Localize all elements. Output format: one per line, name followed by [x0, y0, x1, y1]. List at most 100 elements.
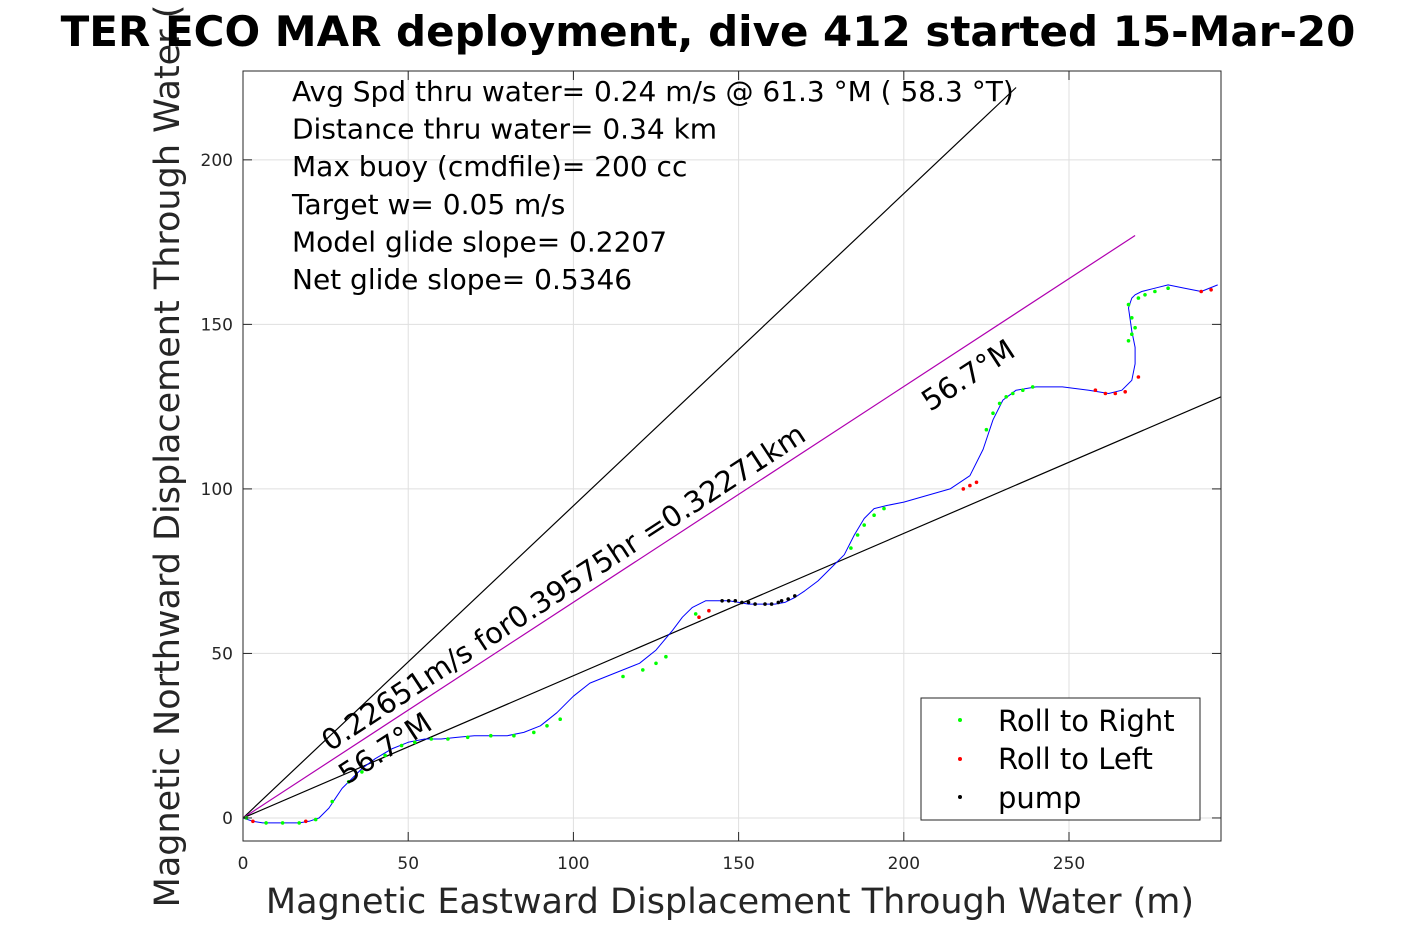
point-roll-to-right-44	[1166, 286, 1170, 291]
point-pump-11	[793, 594, 797, 598]
point-roll-to-right-2	[280, 821, 285, 825]
y-tick-label-1: 50	[211, 644, 233, 664]
point-roll-to-right-9	[399, 743, 404, 748]
point-roll-to-right-37	[1130, 316, 1134, 320]
point-pump-9	[779, 599, 784, 603]
point-pump-6	[763, 602, 767, 606]
point-pump-8	[776, 600, 781, 605]
point-roll-to-left-8	[1103, 391, 1108, 396]
annotation-line-3: Target w= 0.05 m/s	[291, 188, 565, 221]
point-roll-to-right-12	[446, 737, 450, 741]
x-tick-label-5: 250	[1053, 854, 1085, 874]
x-tick-label-4: 200	[888, 854, 920, 874]
legend-marker-roll-left	[958, 757, 962, 761]
point-roll-to-left-5	[968, 483, 972, 488]
legend-label-roll-right: Roll to Right	[998, 704, 1175, 738]
legend: Roll to Right Roll to Left pump	[920, 697, 1201, 821]
x-axis-label: Magnetic Eastward Displacement Through W…	[266, 882, 1194, 922]
plot-frame	[242, 70, 1222, 842]
point-roll-to-right-8	[383, 753, 387, 758]
grid-lines	[242, 71, 1221, 841]
point-roll-to-right-10	[413, 740, 417, 745]
legend-label-pump: pump	[998, 781, 1081, 815]
annotation-line-5: Net glide slope= 0.5346	[292, 263, 632, 296]
point-roll-to-right-4	[313, 817, 318, 822]
point-roll-to-right-6	[346, 780, 351, 784]
annotation-line-0: Avg Spd thru water= 0.24 m/s @ 61.3 °M (…	[292, 75, 1014, 108]
chart-title: TER ECO MAR deployment, dive 412 started…	[61, 7, 1356, 56]
point-roll-to-left-6	[974, 480, 979, 485]
data-points	[244, 286, 1213, 825]
point-roll-to-right-22	[664, 654, 668, 659]
point-roll-to-right-29	[984, 427, 989, 432]
point-roll-to-left-3	[707, 608, 711, 613]
point-roll-to-right-39	[1130, 332, 1134, 337]
point-roll-to-right-26	[862, 523, 866, 527]
legend-marker-roll-right	[958, 718, 962, 722]
point-roll-to-right-34	[1021, 388, 1025, 393]
point-pump-0	[720, 599, 724, 603]
reference-lines	[242, 87, 1222, 819]
point-roll-to-left-10	[1123, 390, 1127, 394]
reference-line-heading	[242, 234, 1136, 819]
y-tick-label-2: 100	[201, 480, 233, 500]
axis-ticks: 0 50 100 150 200 250 0 50 100 150 200	[201, 71, 1221, 874]
point-roll-to-right-35	[1030, 385, 1035, 389]
reference-line-upper-bound	[242, 87, 1017, 819]
point-roll-to-left-0	[251, 819, 255, 824]
y-axis-label: Magnetic Northward Displacement Through …	[148, 5, 188, 908]
point-pump-2	[733, 599, 738, 603]
legend-box	[920, 697, 1201, 821]
point-roll-to-right-13	[465, 735, 470, 740]
point-roll-to-right-41	[1136, 296, 1141, 300]
legend-marker-pump	[958, 795, 962, 799]
point-pump-7	[769, 602, 774, 606]
point-pump-3	[740, 600, 744, 605]
point-roll-to-right-43	[1153, 289, 1157, 294]
point-roll-to-right-1	[264, 821, 268, 825]
point-roll-to-left-11	[1136, 375, 1141, 379]
point-roll-to-right-21	[654, 661, 658, 666]
point-roll-to-right-7	[360, 770, 364, 774]
point-roll-to-right-42	[1143, 293, 1147, 297]
point-roll-to-right-17	[545, 724, 549, 728]
y-tick-label-4: 200	[201, 151, 233, 171]
annotation-line-4: Model glide slope= 0.2207	[292, 225, 667, 258]
point-roll-to-right-15	[512, 733, 516, 738]
point-pump-5	[753, 602, 757, 606]
annotation-block: Avg Spd thru water= 0.24 m/s @ 61.3 °M (…	[291, 75, 1014, 296]
point-roll-to-right-36	[1126, 302, 1131, 307]
x-tick-label-1: 50	[397, 854, 419, 874]
reference-line-lower-bound	[242, 396, 1222, 819]
point-roll-to-right-32	[1004, 395, 1008, 399]
point-roll-to-left-9	[1113, 391, 1118, 396]
point-roll-to-left-12	[1199, 289, 1203, 294]
point-roll-to-right-19	[621, 674, 625, 679]
y-tick-label-3: 150	[201, 315, 233, 335]
point-roll-to-right-30	[991, 411, 995, 416]
y-tick-label-0: 0	[222, 809, 233, 829]
legend-label-roll-left: Roll to Left	[998, 742, 1153, 776]
point-roll-to-right-28	[882, 506, 886, 511]
point-roll-to-right-25	[855, 533, 860, 537]
point-roll-to-left-1	[304, 819, 308, 824]
point-pump-4	[746, 600, 751, 605]
x-tick-label-2: 100	[557, 854, 589, 874]
annotation-line-2: Max buoy (cmdfile)= 200 cc	[292, 150, 687, 183]
point-roll-to-left-2	[697, 615, 701, 619]
point-roll-to-right-31	[997, 401, 1002, 406]
point-roll-to-right-33	[1011, 391, 1015, 396]
point-roll-to-left-4	[961, 487, 966, 491]
point-roll-to-right-20	[641, 668, 645, 672]
point-roll-to-right-23	[693, 612, 698, 616]
point-roll-to-left-13	[1209, 288, 1213, 292]
point-roll-to-right-3	[297, 821, 302, 825]
point-roll-to-right-5	[330, 799, 335, 804]
point-roll-to-right-38	[1133, 325, 1137, 330]
point-roll-to-right-18	[558, 717, 562, 721]
point-roll-to-left-7	[1093, 388, 1098, 393]
point-roll-to-right-16	[532, 730, 536, 735]
point-pump-10	[786, 597, 790, 601]
x-tick-label-3: 150	[722, 854, 754, 874]
x-tick-label-0: 0	[238, 854, 249, 874]
